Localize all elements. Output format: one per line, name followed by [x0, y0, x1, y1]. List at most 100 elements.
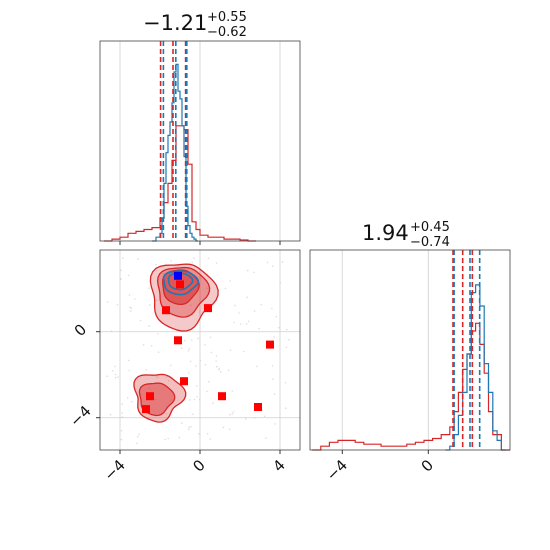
- scatter-sample-dot: [188, 426, 190, 429]
- scatter-sample-dot: [129, 306, 131, 309]
- scatter-sample-dot: [137, 258, 139, 260]
- scatter-sample-dot: [150, 345, 153, 347]
- scatter-sample-dot: [106, 375, 109, 378]
- scatter-sample-dot: [284, 382, 287, 384]
- scatter-sample-dot: [136, 435, 139, 438]
- scatter-x-tick-label: 0: [189, 456, 208, 475]
- scatter-sample-dot: [121, 416, 124, 418]
- scatter-sample-dot: [114, 365, 116, 368]
- hist-y-title: 1.94 +0.45 −0.74: [362, 220, 450, 250]
- scatter-sample-dot: [114, 373, 117, 376]
- scatter-sample-dot: [253, 417, 256, 419]
- scatter-sample-dot: [127, 359, 130, 362]
- scatter-sample-dot: [245, 323, 248, 325]
- scatter-sample-dot: [167, 437, 169, 440]
- scatter-sample-dot: [228, 428, 231, 431]
- hist-x-title: −1.21 +0.55 −0.62: [143, 10, 247, 40]
- scatter-sample-dot: [234, 304, 236, 307]
- scatter-sample-dot: [196, 385, 198, 387]
- scatter-sample-dot: [258, 327, 260, 330]
- scatter-sample-dot: [285, 346, 288, 349]
- scatter-sample-dot: [193, 257, 195, 260]
- scatter-sample-dot: [192, 413, 194, 416]
- scatter-red-marker: [162, 306, 170, 315]
- hist-y-title-minus: −0.74: [410, 235, 450, 250]
- scatter-sample-dot: [273, 393, 276, 395]
- scatter-sample-dot: [215, 262, 218, 264]
- scatter-sample-dot: [170, 259, 172, 262]
- scatter-sample-dot: [189, 399, 191, 401]
- scatter-sample-dot: [218, 367, 221, 370]
- scatter-sample-dot: [206, 287, 208, 289]
- scatter-sample-dot: [130, 307, 132, 309]
- scatter-sample-dot: [106, 301, 109, 303]
- hist-x-title-value: −1.21: [143, 11, 207, 35]
- scatter-sample-dot: [134, 298, 136, 300]
- scatter-sample-dot: [188, 348, 191, 350]
- scatter-sample-dot: [279, 281, 282, 284]
- hist-y-tick-label: −4: [323, 456, 351, 484]
- scatter-sample-dot: [247, 320, 250, 323]
- scatter-sample-dot: [246, 296, 248, 299]
- hist-y-blue-line: [445, 284, 506, 451]
- scatter-sample-dot: [231, 390, 234, 392]
- hist-y-red-line: [312, 322, 510, 451]
- scatter-sample-dot: [157, 351, 160, 354]
- scatter-sample-dot: [188, 428, 190, 431]
- scatter-sample-dot: [288, 338, 290, 341]
- hist-y-title-plus: +0.45: [410, 220, 450, 235]
- scatter-red-marker: [146, 392, 154, 401]
- scatter-red-marker: [142, 405, 150, 414]
- histogram-x-panel: −1.21 +0.55 −0.62: [99, 10, 301, 245]
- scatter-sample-dot: [222, 426, 225, 429]
- scatter-sample-dot: [178, 436, 181, 439]
- scatter-sample-dot: [114, 376, 117, 379]
- scatter-sample-dot: [229, 280, 231, 282]
- hist-x-title-minus: −0.62: [207, 25, 247, 40]
- scatter-sample-dot: [157, 333, 159, 335]
- scatter-sample-dot: [210, 351, 213, 354]
- scatter-sample-dot: [196, 395, 198, 398]
- scatter-sample-dot: [265, 437, 267, 439]
- scatter-sample-dot: [275, 315, 278, 318]
- scatter-sample-dot: [167, 380, 170, 382]
- scatter-sample-dot: [284, 407, 287, 410]
- scatter-sample-dot: [229, 413, 231, 416]
- scatter-sample-dot: [136, 442, 138, 445]
- scatter-sample-dot: [263, 415, 266, 418]
- scatter-sample-dot: [162, 272, 165, 275]
- hist-x-red-line: [104, 125, 256, 242]
- scatter-sample-dot: [195, 365, 197, 367]
- scatter-sample-dot: [198, 433, 200, 435]
- scatter-sample-dot: [127, 274, 130, 277]
- scatter-panel: −4 0 4 0 −4: [66, 249, 301, 484]
- scatter-sample-dot: [204, 344, 206, 346]
- scatter-red-marker: [204, 304, 212, 313]
- scatter-sample-dot: [181, 422, 183, 424]
- scatter-sample-dot: [215, 360, 217, 362]
- scatter-sample-dot: [206, 390, 208, 393]
- scatter-sample-dot: [246, 269, 249, 272]
- scatter-sample-dot: [199, 359, 202, 362]
- scatter-sample-dot: [273, 336, 275, 339]
- scatter-sample-dot: [187, 350, 190, 352]
- scatter-sample-dot: [198, 398, 201, 401]
- scatter-sample-dot: [242, 350, 245, 353]
- scatter-sample-dot: [120, 269, 122, 272]
- scatter-sample-dot: [216, 365, 218, 368]
- scatter-sample-dot: [130, 400, 133, 403]
- scatter-sample-dot: [209, 336, 212, 339]
- scatter-x-tick-label: 4: [269, 456, 288, 475]
- scatter-sample-dot: [110, 330, 113, 333]
- scatter-sample-dot: [126, 397, 129, 399]
- scatter-blue-marker: [174, 271, 182, 280]
- scatter-sample-dot: [238, 312, 240, 314]
- scatter-sample-dot: [157, 376, 159, 379]
- hist-y-tick-label: 0: [418, 456, 437, 475]
- scatter-sample-dot: [266, 261, 269, 264]
- scatter-sample-dot: [180, 347, 183, 349]
- scatter-sample-dot: [130, 310, 132, 312]
- scatter-sample-dot: [169, 364, 172, 367]
- scatter-y-tick-label: 0: [71, 320, 90, 339]
